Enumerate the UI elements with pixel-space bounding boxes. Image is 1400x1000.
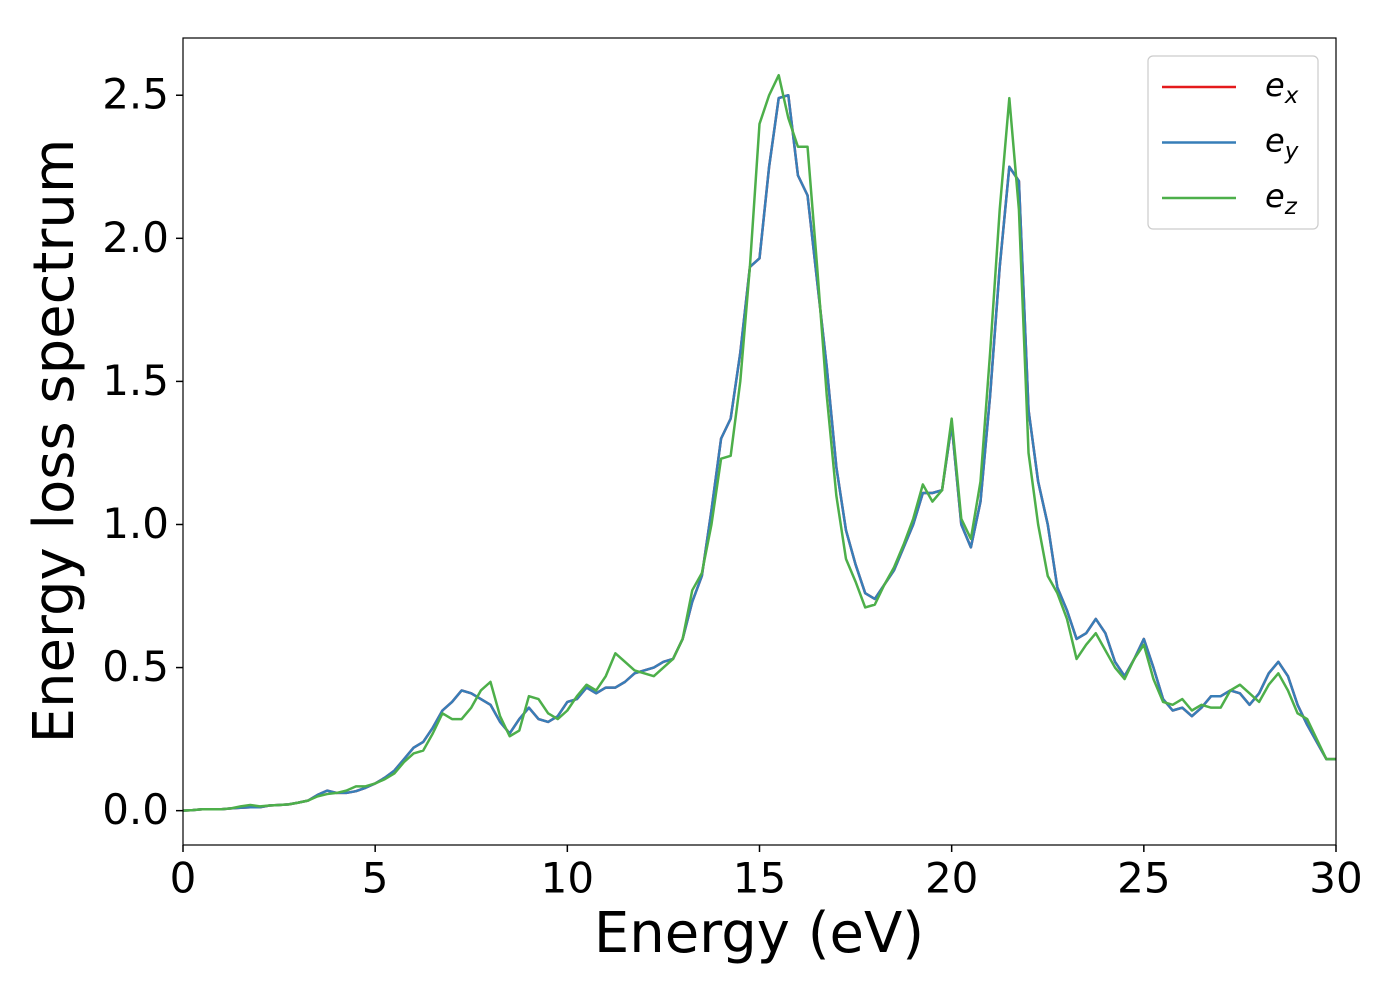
y-tick-label: 2.0	[102, 213, 169, 262]
x-tick-label: 30	[1309, 854, 1362, 903]
series-line	[183, 73, 1336, 812]
x-tick-label: 15	[733, 854, 786, 903]
y-tick-label: 0.0	[102, 785, 169, 834]
legend-label: ez	[1265, 177, 1298, 220]
legend-label: ey	[1265, 122, 1299, 165]
x-tick-label: 20	[925, 854, 978, 903]
x-tick-label: 10	[541, 854, 594, 903]
y-tick-label: 2.5	[102, 70, 169, 119]
y-axis-label: Energy loss spectrum	[22, 139, 87, 744]
y-tick-label: 1.5	[102, 356, 169, 405]
x-tick-label: 5	[362, 854, 389, 903]
y-tick-label: 1.0	[102, 499, 169, 548]
x-tick-label: 25	[1117, 854, 1170, 903]
y-tick-label: 0.5	[102, 642, 169, 691]
x-tick-label: 0	[170, 854, 197, 903]
plot-frame	[182, 37, 1337, 846]
x-axis-label: Energy (eV)	[594, 901, 924, 966]
legend-label: ex	[1265, 66, 1299, 109]
